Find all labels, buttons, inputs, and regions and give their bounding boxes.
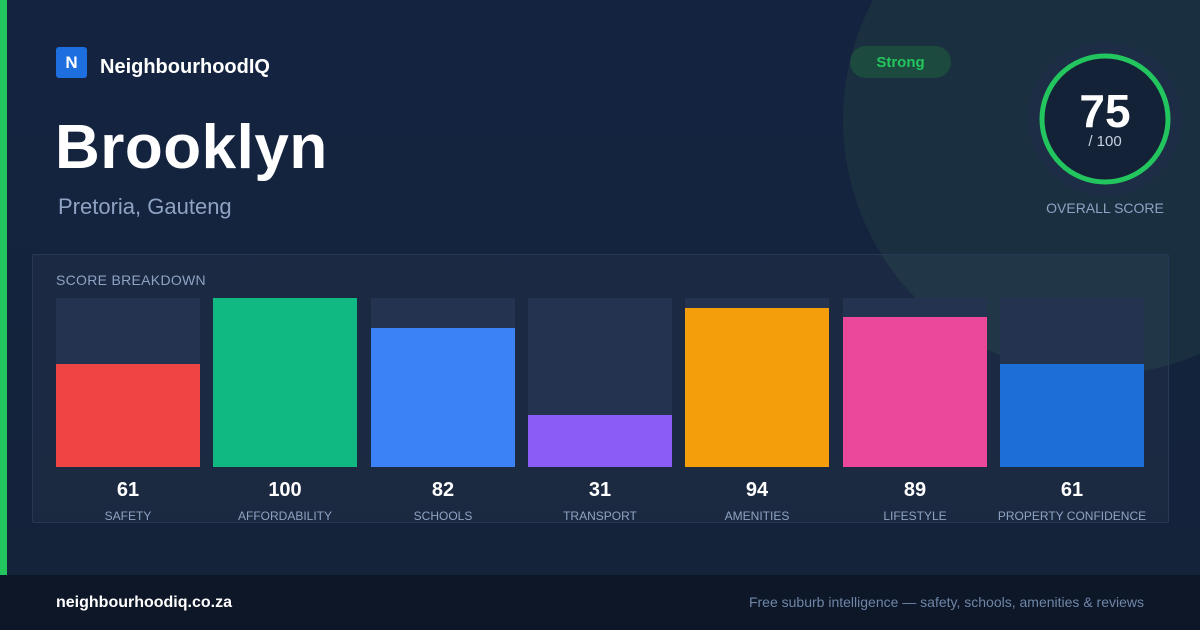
bar-track [56, 298, 200, 467]
brand-logo: N [56, 47, 87, 78]
bar-value-label: 100 [268, 479, 302, 501]
bar-category-label: SCHOOLS [413, 509, 473, 523]
bar-value-label: 89 [903, 479, 927, 501]
bar-track [213, 298, 357, 467]
bar-track [371, 298, 515, 467]
suburb-title: Brooklyn [55, 113, 328, 182]
bar-category-label: AMENITIES [724, 509, 790, 523]
bar-value-label: 61 [1060, 479, 1084, 501]
bar-category-label: AFFORDABILITY [237, 509, 332, 523]
bar-value-label: 61 [116, 479, 140, 501]
overall-score-max: / 100 [1088, 133, 1122, 150]
bar [843, 317, 987, 467]
bar [56, 364, 200, 467]
bar [528, 415, 672, 467]
score-breakdown-panel: SCORE BREAKDOWN 61 SAFETY 100 AFFORDABILITY… [32, 254, 1169, 523]
bar [371, 328, 515, 467]
overall-score-value: 75 [1079, 85, 1131, 137]
score-ring-inner [1042, 56, 1168, 182]
brand: N NeighbourhoodIQ [56, 46, 270, 79]
suburb-location: Pretoria, Gauteng [58, 194, 232, 219]
bar-category-label: SAFETY [104, 509, 152, 523]
bar-track [843, 298, 987, 467]
bar-value-label: 82 [431, 479, 455, 501]
bar-category-label: PROPERTY CONFIDENCE [997, 509, 1147, 523]
bar [213, 298, 357, 467]
score-breakdown-chart: 61 SAFETY 100 AFFORDABILITY 82 SCHOOLS 31 TRANS… [33, 255, 1170, 524]
footer: neighbourhoodiq.co.za Free suburb intell… [0, 575, 1200, 630]
bar-value-label: 31 [588, 479, 612, 501]
bar-track [685, 298, 829, 467]
accent-bar [0, 0, 7, 575]
bar [1000, 364, 1144, 467]
brand-name: NeighbourhoodIQ [100, 56, 270, 78]
bar-value-label: 94 [745, 479, 769, 501]
score-ring-progress [1039, 53, 1171, 185]
bar-track [1000, 298, 1144, 467]
footer-tagline: Free suburb intelligence — safety, schoo… [748, 594, 1144, 610]
overall-score-label: OVERALL SCORE [1046, 200, 1164, 216]
bar-category-label: TRANSPORT [563, 509, 637, 523]
score-breakdown-title: SCORE BREAKDOWN [56, 272, 206, 288]
bar-category-label: LIFESTYLE [883, 509, 947, 523]
overall-score-ring [1028, 42, 1182, 196]
bar [685, 308, 829, 467]
status-badge: Strong [850, 46, 951, 78]
footer-url[interactable]: neighbourhoodiq.co.za [56, 594, 232, 611]
bar-track [528, 298, 672, 467]
